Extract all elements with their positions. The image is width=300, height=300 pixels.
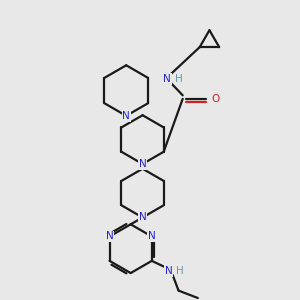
Text: N: N (106, 232, 113, 242)
Text: N: N (163, 74, 171, 84)
Text: N: N (148, 232, 156, 242)
Text: N: N (122, 111, 130, 121)
Text: O: O (212, 94, 220, 104)
Text: H: H (176, 266, 184, 276)
Text: H: H (175, 74, 183, 84)
Text: N: N (165, 266, 172, 276)
Text: N: N (139, 159, 146, 169)
Text: N: N (139, 212, 146, 223)
